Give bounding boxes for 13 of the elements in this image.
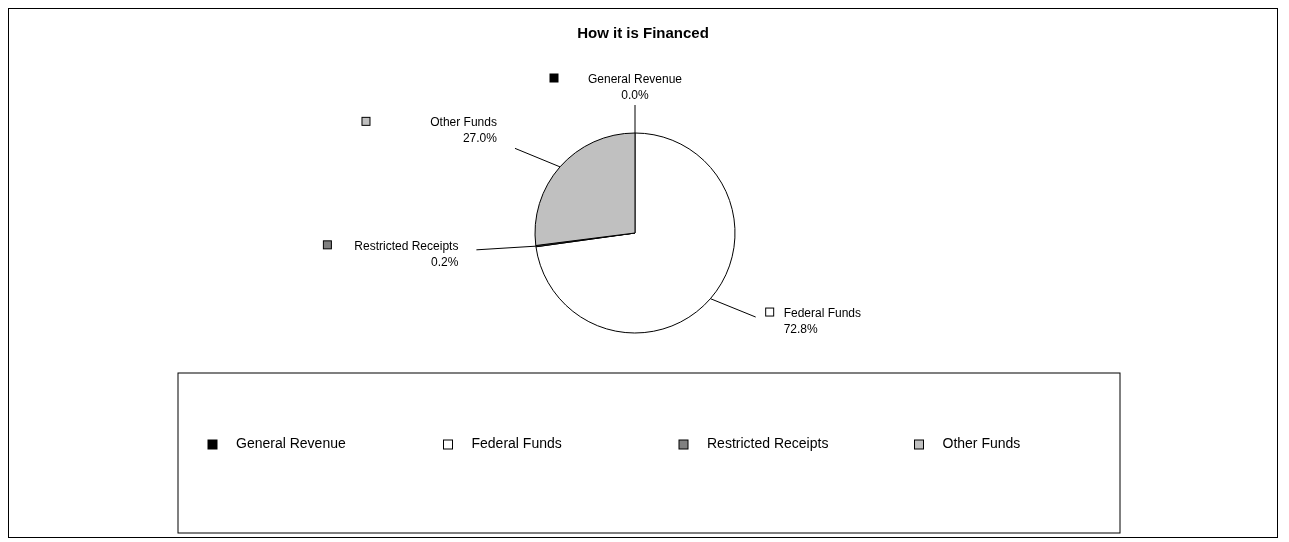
legend-label: Federal Funds <box>783 306 862 321</box>
legend-label: Other Funds <box>942 435 1021 451</box>
category-label: Restricted Receipts <box>707 435 829 451</box>
chart-title: How it is Financed <box>577 24 709 41</box>
data-label: 0.2% <box>431 254 459 269</box>
slice-label: Other Funds <box>430 115 497 130</box>
category-label: General Revenue <box>587 72 683 86</box>
text: 0.0% <box>621 88 649 102</box>
data-label: 27.0% <box>462 131 498 146</box>
category-label: Federal Funds <box>471 435 562 451</box>
legend-label: General Revenue <box>236 435 346 451</box>
legend-label: Restricted Receipts <box>354 238 459 253</box>
data-label: 72.8% <box>783 322 819 337</box>
